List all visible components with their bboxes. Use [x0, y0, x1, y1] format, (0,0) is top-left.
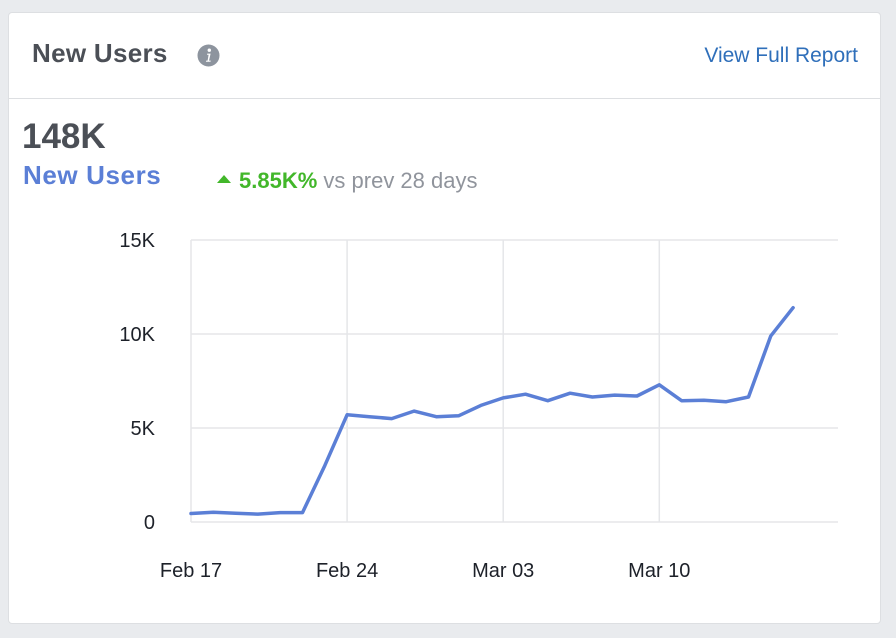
x-tick-label: Mar 03: [472, 560, 534, 582]
y-tick-label: 0: [144, 512, 155, 534]
data-point: [211, 510, 215, 514]
y-tick-label: 15K: [119, 230, 155, 252]
data-point: [524, 392, 528, 396]
data-point: [234, 511, 238, 515]
change-value: 5.85K%: [239, 168, 318, 193]
data-point: [479, 403, 483, 407]
x-tick-label: Feb 24: [316, 560, 378, 582]
data-point: [568, 391, 572, 395]
total-new-users-value: 148K: [22, 117, 106, 156]
view-full-report-link[interactable]: View Full Report: [704, 44, 858, 67]
card-header: New Users View Full Report: [9, 13, 880, 99]
data-point: [345, 413, 349, 417]
change-indicator: 5.85K% vs prev 28 days: [217, 168, 477, 194]
data-point: [613, 393, 617, 397]
x-tick-label: Mar 10: [628, 560, 690, 582]
info-icon[interactable]: [197, 44, 220, 67]
data-point: [546, 399, 550, 403]
data-point: [635, 394, 639, 398]
y-tick-label: 10K: [119, 324, 155, 346]
data-point: [434, 415, 438, 419]
data-point: [657, 383, 661, 387]
data-point: [791, 306, 795, 310]
data-point: [390, 417, 394, 421]
data-point: [680, 399, 684, 403]
x-tick-label: Feb 17: [160, 560, 222, 582]
data-point: [747, 395, 751, 399]
data-point: [367, 415, 371, 419]
data-point: [590, 395, 594, 399]
y-tick-label: 5K: [131, 418, 156, 440]
data-point: [189, 512, 193, 516]
data-point: [412, 409, 416, 413]
card-title: New Users: [32, 38, 168, 68]
data-point: [769, 334, 773, 338]
up-arrow-icon: [217, 175, 231, 184]
data-point: [323, 464, 327, 468]
data-point: [457, 414, 461, 418]
metric-label: New Users: [23, 160, 162, 190]
comparison-text: vs prev 28 days: [323, 168, 478, 193]
data-point: [724, 400, 728, 404]
data-point: [278, 511, 282, 515]
new-users-series-line: [189, 305, 795, 516]
data-point: [301, 511, 305, 515]
data-point: [256, 512, 260, 516]
data-point: [501, 396, 505, 400]
data-point: [702, 398, 706, 402]
